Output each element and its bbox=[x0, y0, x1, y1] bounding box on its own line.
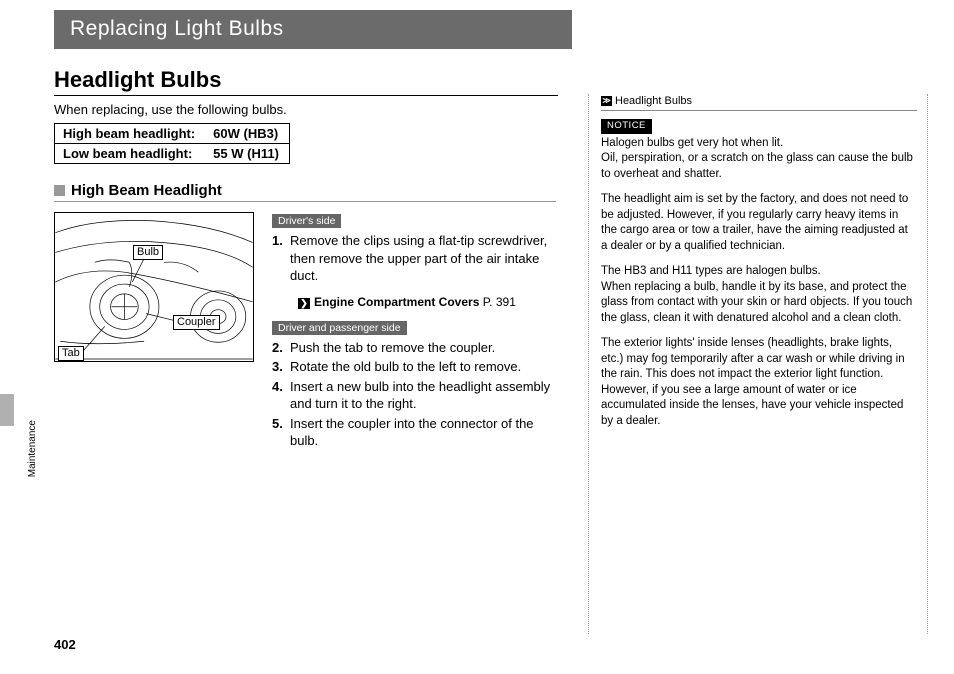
info-paragraph: The HB3 and H11 types are halogen bulbs. bbox=[601, 264, 917, 280]
bulb-label: Low beam headlight: bbox=[55, 144, 206, 164]
step-text: Insert a new bulb into the headlight ass… bbox=[290, 378, 558, 413]
info-icon: ≫ bbox=[601, 96, 612, 106]
instructions-column: Driver's side 1. Remove the clips using … bbox=[272, 212, 558, 460]
subsection-title: High Beam Headlight bbox=[71, 182, 222, 199]
notice-text: Oil, perspiration, or a scratch on the g… bbox=[601, 151, 917, 182]
instruction-step: 4. Insert a new bulb into the headlight … bbox=[272, 378, 558, 413]
diagram-label-bulb: Bulb bbox=[133, 245, 163, 260]
both-side-tag: Driver and passenger side bbox=[272, 321, 407, 335]
info-paragraph: The headlight aim is set by the factory,… bbox=[601, 192, 917, 254]
diagram-label-tab: Tab bbox=[58, 346, 84, 361]
sidebar-header: ≫ Headlight Bulbs bbox=[601, 94, 917, 111]
link-arrow-icon: ❯ bbox=[298, 298, 310, 309]
info-sidebar: ≫ Headlight Bulbs NOTICE Halogen bulbs g… bbox=[588, 94, 928, 634]
step-number: 5. bbox=[272, 415, 286, 450]
step-text: Remove the clips using a flat-tip screwd… bbox=[290, 232, 558, 285]
diagram-label-coupler: Coupler bbox=[173, 315, 220, 330]
step-text: Rotate the old bulb to the left to remov… bbox=[290, 358, 521, 376]
info-paragraph: When replacing a bulb, handle it by its … bbox=[601, 280, 917, 327]
link-label: Engine Compartment Covers bbox=[314, 295, 479, 309]
link-page: P. 391 bbox=[483, 295, 516, 309]
step-text: Push the tab to remove the coupler. bbox=[290, 339, 495, 357]
bullet-square-icon bbox=[54, 185, 65, 196]
page-number: 402 bbox=[54, 637, 76, 652]
info-paragraph: However, if you see a large amount of wa… bbox=[601, 383, 917, 430]
page-content: Replacing Light Bulbs Headlight Bulbs Wh… bbox=[0, 0, 954, 674]
info-paragraph: The exterior lights' inside lenses (head… bbox=[601, 336, 917, 383]
instruction-step: 5. Insert the coupler into the connector… bbox=[272, 415, 558, 450]
table-row: High beam headlight: 60W (HB3) bbox=[55, 124, 290, 144]
step-text: Insert the coupler into the connector of… bbox=[290, 415, 558, 450]
step-number: 2. bbox=[272, 339, 286, 357]
bulb-label: High beam headlight: bbox=[55, 124, 206, 144]
cross-reference: ❯ Engine Compartment Covers P. 391 bbox=[298, 295, 558, 309]
sidebar-header-text: Headlight Bulbs bbox=[615, 94, 692, 109]
bulb-spec-table: High beam headlight: 60W (HB3) Low beam … bbox=[54, 123, 290, 164]
step-number: 4. bbox=[272, 378, 286, 413]
notice-text: Halogen bulbs get very hot when lit. bbox=[601, 136, 917, 152]
chapter-header: Replacing Light Bulbs bbox=[54, 10, 572, 49]
instruction-step: 2. Push the tab to remove the coupler. bbox=[272, 339, 558, 357]
instruction-step: 3. Rotate the old bulb to the left to re… bbox=[272, 358, 558, 376]
instruction-step: 1. Remove the clips using a flat-tip scr… bbox=[272, 232, 558, 285]
drivers-side-tag: Driver's side bbox=[272, 214, 341, 228]
bulb-value: 60W (HB3) bbox=[205, 124, 289, 144]
bulb-value: 55 W (H11) bbox=[205, 144, 289, 164]
table-row: Low beam headlight: 55 W (H11) bbox=[55, 144, 290, 164]
section-title: Headlight Bulbs bbox=[54, 67, 558, 96]
notice-tag: NOTICE bbox=[601, 119, 652, 134]
step-number: 1. bbox=[272, 232, 286, 285]
headlight-diagram: Bulb Coupler Tab bbox=[54, 212, 254, 362]
subsection-header: High Beam Headlight bbox=[54, 182, 556, 202]
step-number: 3. bbox=[272, 358, 286, 376]
